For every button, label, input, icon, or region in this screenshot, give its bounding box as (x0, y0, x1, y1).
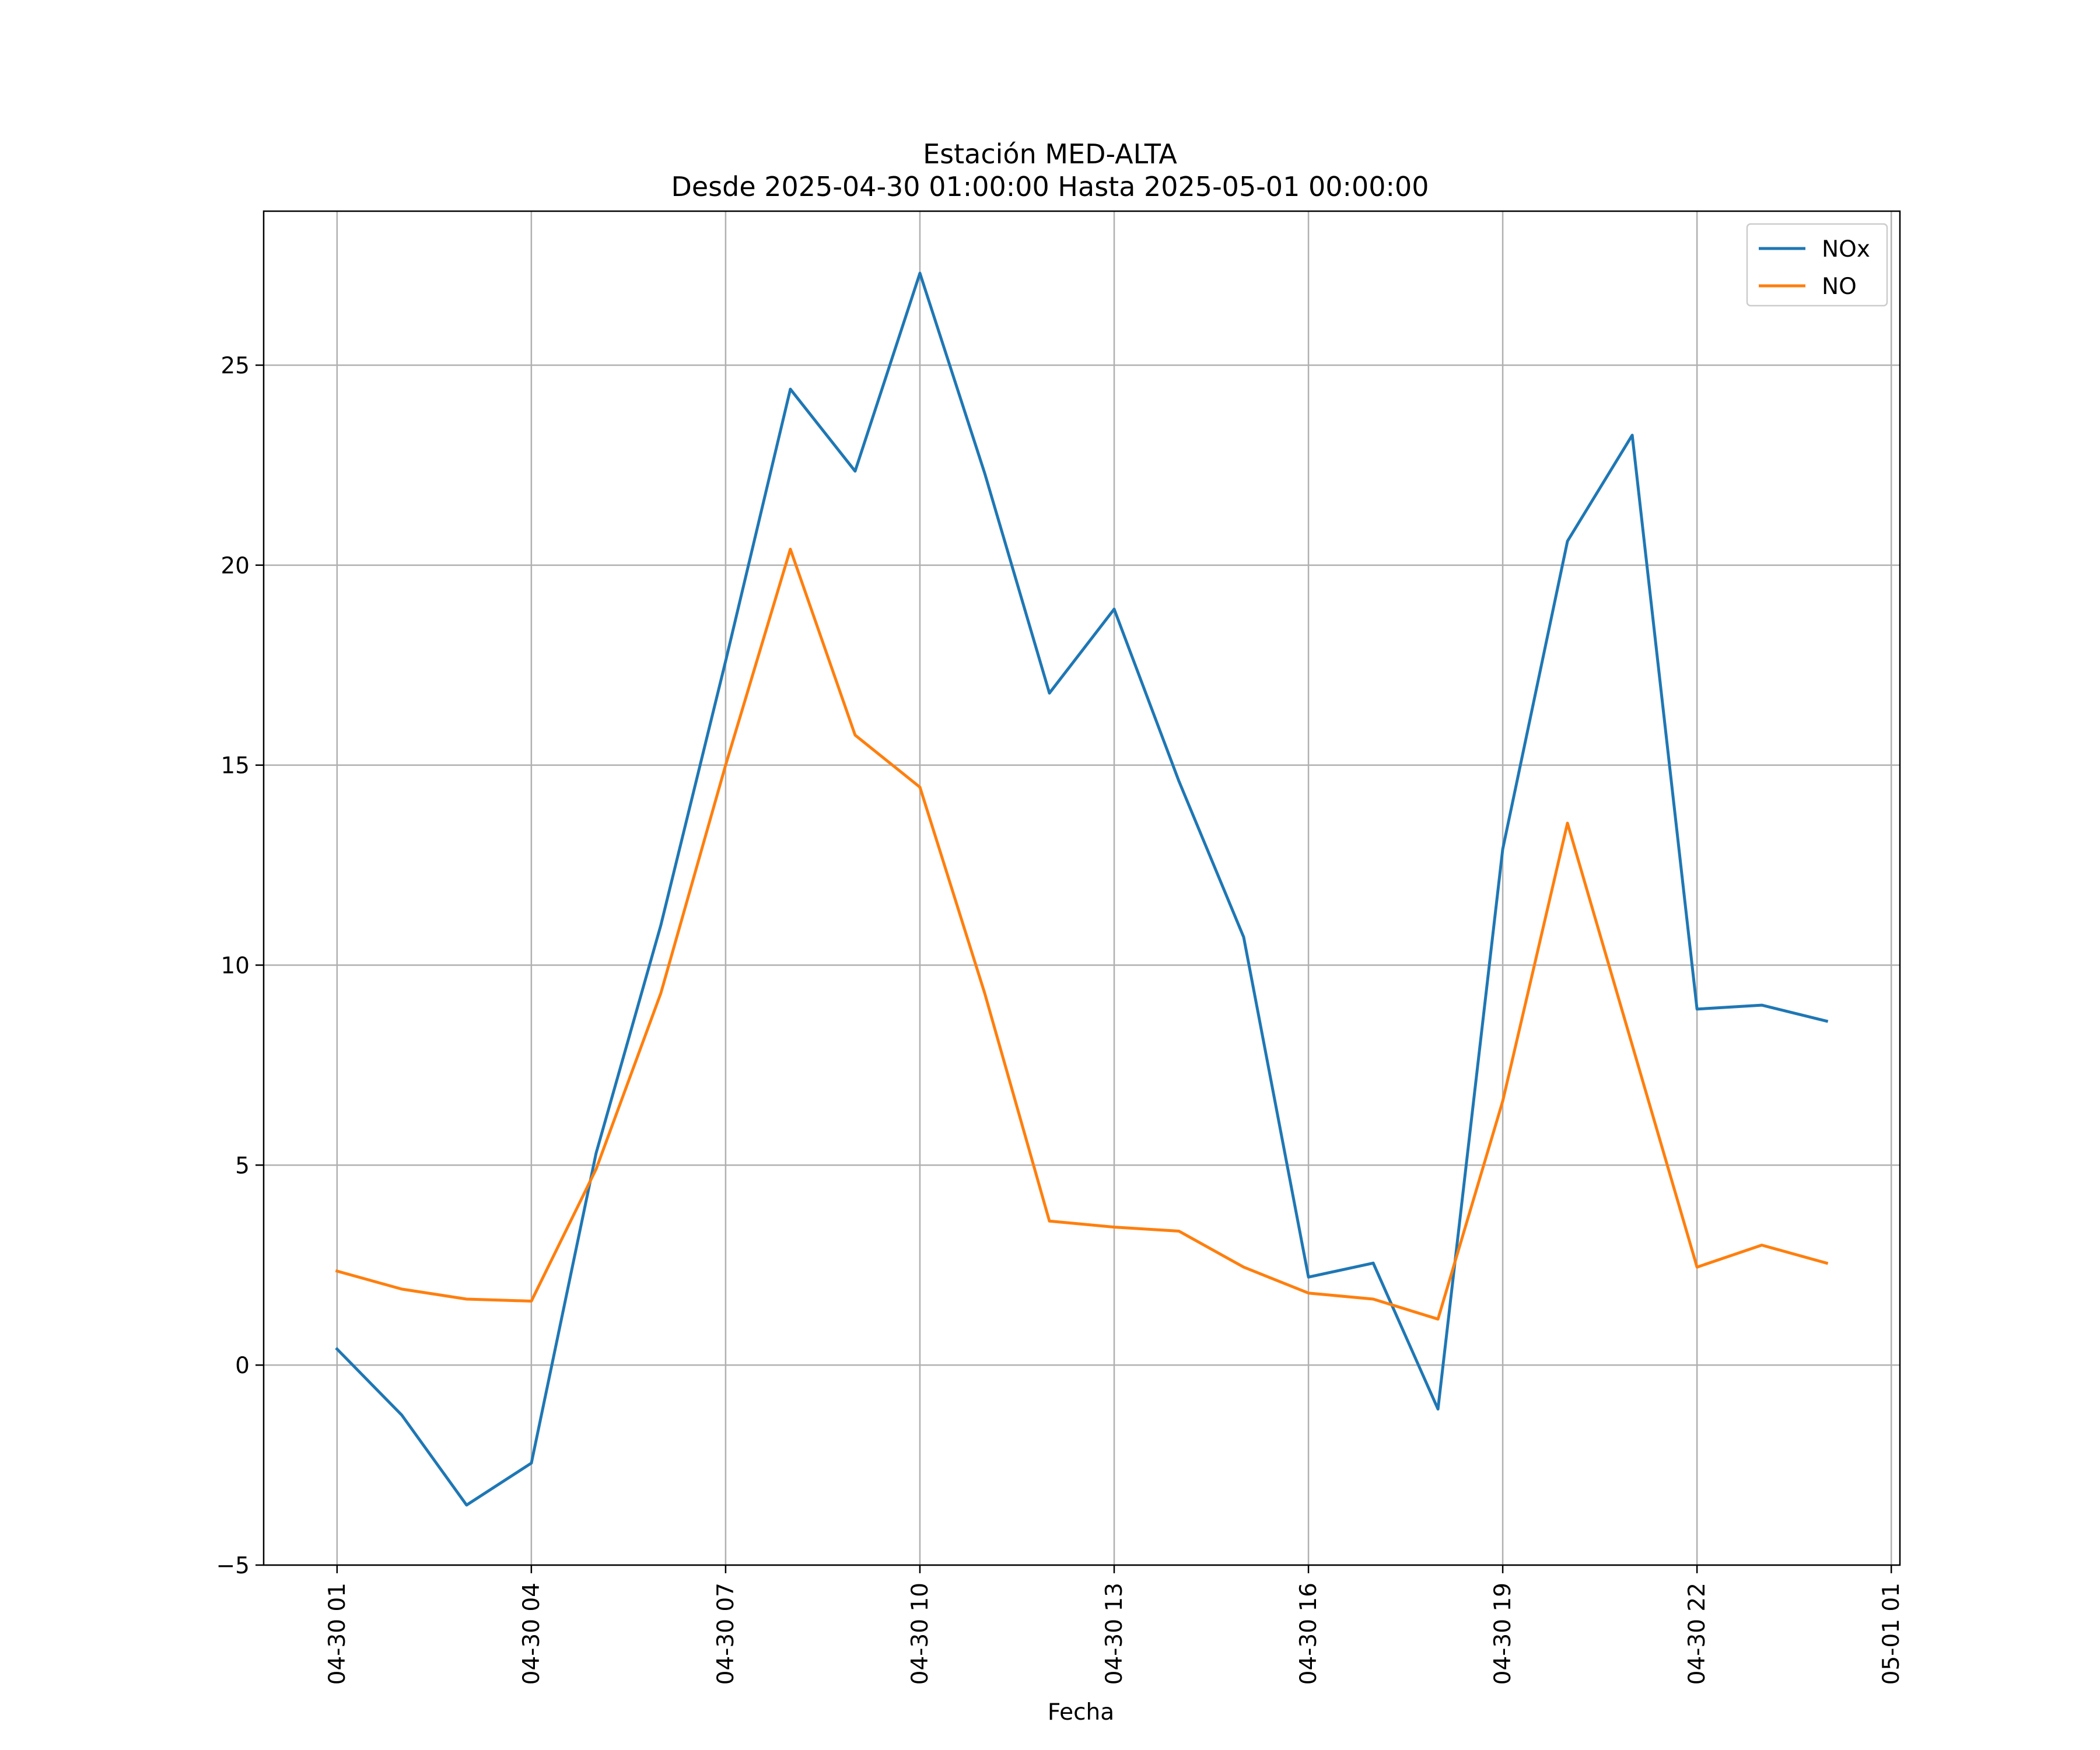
x-tick-label: 04-30 01 (324, 1583, 351, 1685)
y-tick-label: 15 (220, 753, 250, 779)
x-tick-label: 04-30 07 (713, 1583, 739, 1685)
y-tick-label: 0 (235, 1353, 250, 1379)
legend: NOx NO (1746, 223, 1888, 307)
series-line-nox (335, 271, 1829, 1507)
y-tick-label: 25 (220, 353, 250, 379)
axes-frame (262, 210, 1901, 1566)
y-tick-label: 5 (235, 1153, 250, 1179)
chart-title: Estación MED-ALTA (923, 138, 1177, 170)
x-tick-label: 04-30 10 (907, 1583, 933, 1685)
y-tick-label: 20 (220, 553, 250, 579)
x-tick-label: 04-30 13 (1101, 1583, 1128, 1685)
x-tick-label: 05-01 01 (1878, 1583, 1905, 1685)
chart-subtitle: Desde 2025-04-30 01:00:00 Hasta 2025-05-… (671, 171, 1429, 202)
x-tick-label: 04-30 19 (1490, 1583, 1516, 1685)
y-tick-label: 10 (220, 953, 250, 979)
x-tick-label: 04-30 16 (1296, 1583, 1322, 1685)
y-tick-label: −5 (216, 1553, 250, 1579)
legend-label-nox: NOx (1822, 236, 1870, 262)
x-tick-label: 04-30 22 (1684, 1583, 1710, 1685)
legend-label-no: NO (1822, 274, 1857, 300)
x-axis-label: Fecha (1048, 1699, 1114, 1726)
plot-area: 04-30 01 04-30 04 04-30 07 04-30 10 04-30 13… (216, 210, 1905, 1685)
series-line-no (335, 547, 1829, 1321)
x-tick-label: 04-30 04 (519, 1583, 545, 1685)
